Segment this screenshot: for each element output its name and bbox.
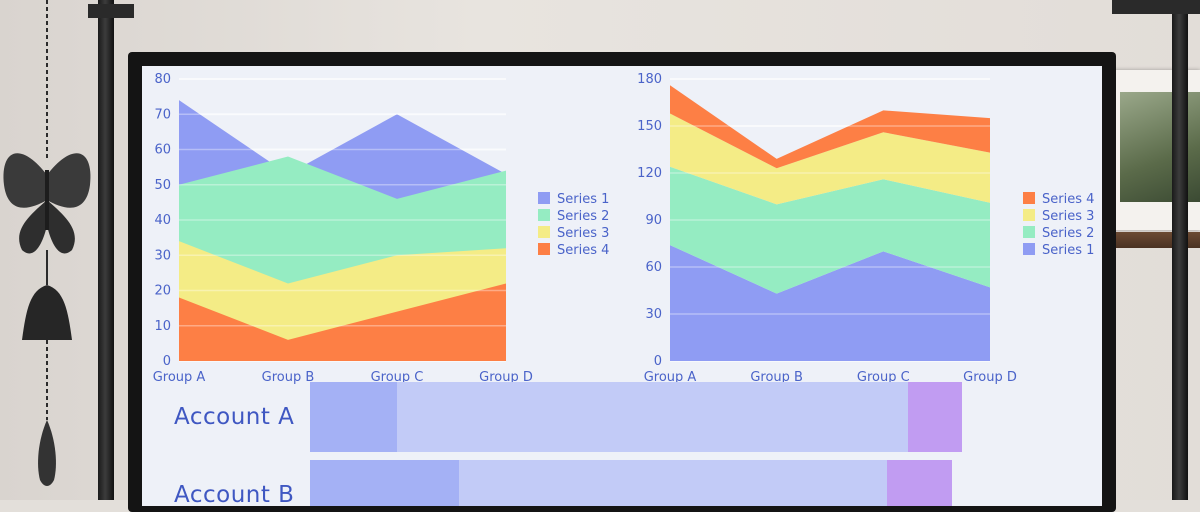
account-bar-segment [310,382,398,452]
y-tick-label: 70 [154,107,171,122]
x-tick-label: Group D [963,370,1017,385]
left-pipe-joint [88,4,134,18]
butterfly-bell-ornament [3,0,91,486]
account-label: Account B [174,482,295,506]
y-tick-label: 50 [154,178,171,193]
y-tick-label: 80 [154,72,171,87]
area-series-4 [179,283,506,361]
chart-right: 0 30 60 90 120 150 180 Group A Group B Group C Gro… [637,72,1094,385]
legend-label: Series 3 [557,226,609,241]
chart-left: 0 10 20 30 40 50 60 70 80 Group A Group B Group C Gr… [153,72,610,385]
y-tick-label: 10 [154,319,171,334]
area-series-2 [670,166,990,294]
legend-swatch [538,226,550,238]
legend-label: Series 2 [557,209,609,224]
x-tick-label: Group A [153,370,206,385]
legend-swatch [538,192,550,204]
legend-label: Series 4 [1042,192,1094,207]
legend-label: Series 1 [1042,243,1094,258]
y-tick-label: 150 [637,119,662,134]
account-bar-segment [887,460,952,506]
y-tick-label: 90 [645,213,662,228]
x-tick-label: Group A [644,370,697,385]
left-pipe [98,0,114,500]
legend-swatch [1023,192,1035,204]
account-label: Account A [174,404,295,430]
tv-screen: 0 10 20 30 40 50 60 70 80 Group A Group B Group C Gr… [142,66,1102,506]
account-bar-segment [458,460,888,506]
y-tick-label: 20 [154,284,171,299]
y-tick-label: 30 [154,248,171,263]
area-series-3 [670,113,990,205]
legend-swatch [538,209,550,221]
x-tick-label: Group B [262,370,315,385]
x-tick-label: Group B [750,370,803,385]
y-tick-label: 0 [163,354,171,369]
account-bar-segment [907,382,962,452]
area-series-4 [670,85,990,169]
x-tick-label: Group C [371,370,424,385]
y-tick-label: 180 [637,72,662,87]
x-tick-label: Group D [479,370,533,385]
legend-swatch [538,243,550,255]
y-tick-label: 40 [154,213,171,228]
photo [1120,92,1200,202]
legend-label: Series 3 [1042,209,1094,224]
legend-swatch [1023,209,1035,221]
area-series-1 [670,245,990,361]
legend-label: Series 1 [557,192,609,207]
y-tick-label: 60 [645,260,662,275]
legend-label: Series 2 [1042,226,1094,241]
y-tick-label: 120 [637,166,662,181]
legend-label: Series 4 [557,243,609,258]
y-tick-label: 60 [154,143,171,158]
x-tick-label: Group C [857,370,910,385]
legend-swatch [1023,226,1035,238]
y-tick-label: 0 [654,354,662,369]
legend-swatch [1023,243,1035,255]
y-tick-label: 30 [645,307,662,322]
right-pipe [1172,0,1188,500]
account-bar-segment [397,382,908,452]
account-bar-segment [310,460,459,506]
right-pipe-joint [1112,0,1200,14]
